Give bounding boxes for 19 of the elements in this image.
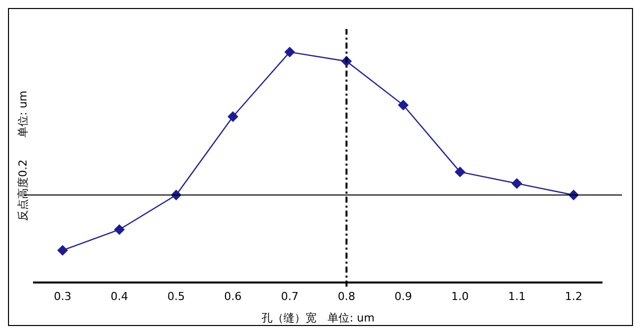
x-tick-label: 1.1 (508, 290, 526, 304)
point (228, 112, 238, 122)
point (398, 100, 408, 110)
x-tick-label: 1.0 (451, 290, 469, 304)
x-tick-label: 0.9 (394, 290, 412, 304)
x-tick-label: 0.4 (110, 290, 128, 304)
point (512, 178, 522, 189)
point (284, 46, 295, 58)
x-tick-label: 0.3 (54, 290, 72, 304)
point (454, 166, 466, 178)
y-axis-title: 反点高度0.2 单位: um (16, 90, 30, 221)
x-tick-label: 0.8 (338, 290, 356, 304)
x-tick-label: 0.7 (280, 290, 298, 304)
x-tick-label: 1.2 (564, 290, 582, 304)
point (114, 224, 124, 235)
x-axis-title: 孔（缝）宽 单位: um (262, 311, 375, 324)
x-tick-label: 0.6 (224, 290, 242, 304)
x-tick-label: 0.5 (167, 290, 185, 304)
point (57, 245, 68, 256)
